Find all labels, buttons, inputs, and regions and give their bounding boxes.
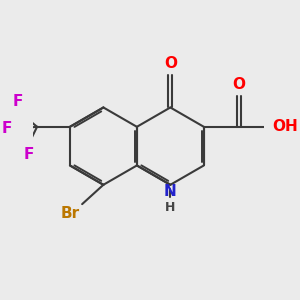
Text: Br: Br [61,206,80,221]
Text: H: H [165,201,176,214]
Text: N: N [164,184,177,199]
Text: O: O [164,56,177,71]
Text: F: F [2,121,12,136]
Text: OH: OH [272,119,298,134]
Text: O: O [232,77,245,92]
Text: F: F [13,94,23,110]
Text: F: F [23,147,34,162]
